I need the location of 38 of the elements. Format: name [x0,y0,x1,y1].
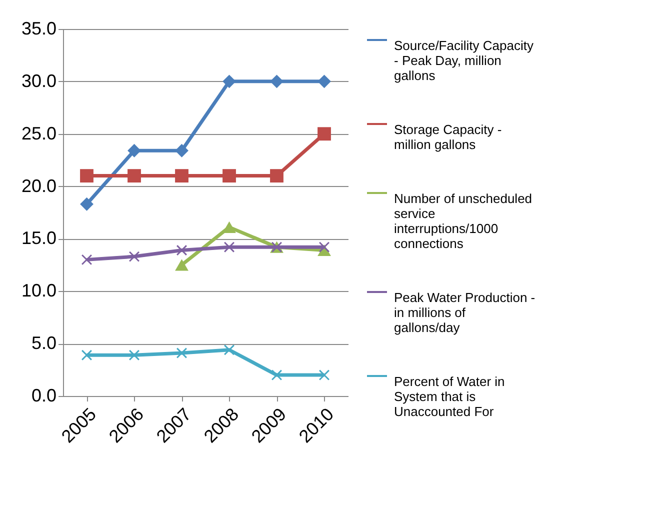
point [81,350,92,361]
point [224,242,235,253]
point [318,127,331,141]
point [222,74,236,88]
point [270,169,284,183]
point [81,254,92,266]
legend-label: Number of unscheduled service interruptions/1000 connections [394,191,532,251]
y-tick-label: 25.0 [21,123,56,144]
point [176,244,188,256]
point [80,197,94,211]
legend-label: Source/Facility Capacity - Peak Day, million gallons [394,38,534,83]
point [128,169,141,183]
legend-label: Percent of Water in System that is Unaccounted For [394,374,505,419]
y-tick-label: 0.0 [31,386,56,406]
point [175,259,188,271]
point [175,169,188,183]
point [175,144,188,158]
point [222,221,236,233]
point [80,169,94,183]
point [270,74,284,88]
y-tick-label: 30.0 [21,70,56,91]
point [271,370,282,380]
point [128,350,140,361]
y-tick-label: 35.0 [21,18,56,38]
y-tick-label: 10.0 [21,280,56,301]
point [222,169,236,183]
point [128,251,140,262]
point [318,74,331,88]
y-tick-label: 5.0 [31,333,56,354]
y-tick-label: 20.0 [21,176,56,196]
point [318,242,330,253]
point [318,370,330,380]
point [176,348,188,358]
legend-label: Storage Capacity - million gallons [394,122,502,152]
point [128,144,141,158]
legend-label: Peak Water Production - in millions of gallons/day [394,290,536,335]
y-tick-label: 15.0 [21,228,56,248]
point [224,344,235,356]
